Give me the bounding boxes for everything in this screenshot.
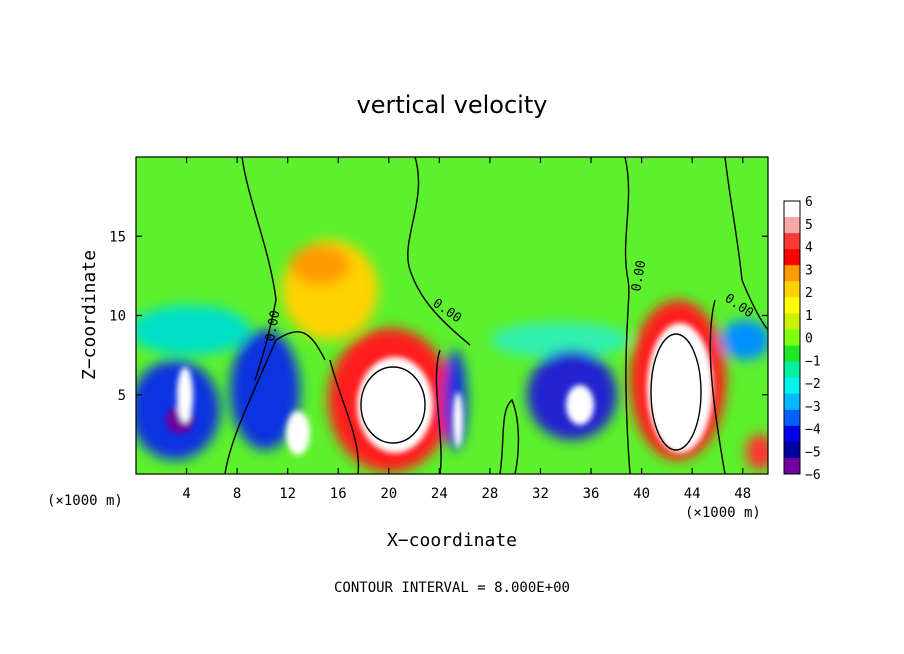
colorbar-label: 5 [805,218,813,233]
colorbar-label: 0 [805,332,813,347]
y-axis-label: Z−coordinate [79,250,100,380]
x-unit-right: (×1000 m) [685,505,761,521]
y-axis: 5 10 15 [109,229,768,404]
x-tick-label: 28 [481,486,498,502]
x-unit-left: (×1000 m) [47,493,123,509]
cyan-band-right [490,322,630,358]
colorbar-label: −3 [805,400,821,415]
colorbar-segment [784,329,800,347]
colorbar-label: 6 [805,195,813,210]
colorbar-label: −6 [805,468,821,483]
x-axis-label: X−coordinate [387,530,517,551]
x-tick-label: 24 [431,486,448,502]
colorbar-label: −1 [805,354,821,369]
colorbar-frame [783,200,801,475]
contour-line [724,157,768,331]
x-tick-label: 4 [182,486,190,502]
y-tick-label: 5 [118,388,126,404]
colorbar-segment [784,265,800,282]
white-core-1 [357,357,433,453]
x-tick-label: 20 [380,486,397,502]
x-tick-label: 32 [532,486,549,502]
x-axis: 4 8 12 16 20 24 28 32 36 40 44 48 [182,157,751,502]
colorbar-segment [784,281,800,298]
colorbar: 6 5 4 3 2 1 0 −1 −2 −3 −4 −5 −6 [783,195,821,483]
colorbar-label: −4 [805,423,821,438]
colorbar-segment [784,393,800,411]
x-tick-label: 16 [330,486,347,502]
contour-line [709,299,726,474]
colorbar-segment [784,297,800,314]
colorbar-segment [784,313,800,330]
colorbar-label: −5 [805,445,821,460]
blue-small-right [720,320,768,360]
colorbar-segment [784,217,800,234]
x-tick-label: 8 [233,486,241,502]
white-pocket-2 [286,411,310,455]
contour-line [499,398,520,474]
orange-plume-top [290,245,350,285]
x-tick-label: 48 [734,486,751,502]
colorbar-segment [784,409,800,427]
contour-core-2 [650,333,702,451]
contour-line [435,349,442,474]
colorbar-label: 3 [805,263,813,278]
chart-title: vertical velocity [357,91,548,119]
colorbar-label: 2 [805,286,813,301]
contour-line [241,157,277,381]
colorbar-segment [784,441,800,459]
colorbar-segment [784,201,800,218]
colorbar-label: 4 [805,241,813,256]
white-pocket-1 [177,367,193,423]
y-tick-label: 15 [109,229,126,245]
colorbar-label: 1 [805,309,813,324]
x-tick-label: 44 [684,486,701,502]
field-cores [166,323,713,455]
contour-line [224,331,326,474]
blue-downdraft-2 [230,330,300,450]
cyan-band-left [136,305,250,355]
white-pocket-4 [566,385,594,425]
x-tick-label: 36 [583,486,600,502]
x-tick-label: 12 [279,486,296,502]
colorbar-segment [784,345,800,363]
y-tick-label: 10 [109,309,126,325]
colorbar-label: −2 [805,377,821,392]
contour-label: 0.00 [263,309,283,342]
footer-text: CONTOUR INTERVAL = 8.000E+00 [334,580,570,596]
contour-label: 0.00 [629,259,649,292]
colorbar-segment [784,361,800,379]
colorbar-segment [784,377,800,395]
colorbar-segment [784,457,800,475]
white-pocket-3 [453,392,463,448]
contour-core-1 [360,366,426,444]
contour-line [624,157,631,474]
contour-line [407,157,471,346]
contour-line [329,359,360,474]
contour-lines [224,157,768,474]
white-core-2 [647,323,713,453]
colorbar-segment [784,425,800,443]
colorbar-segment [784,233,800,250]
x-tick-label: 40 [633,486,650,502]
colorbar-segment [784,249,800,266]
red-corner [746,434,768,470]
